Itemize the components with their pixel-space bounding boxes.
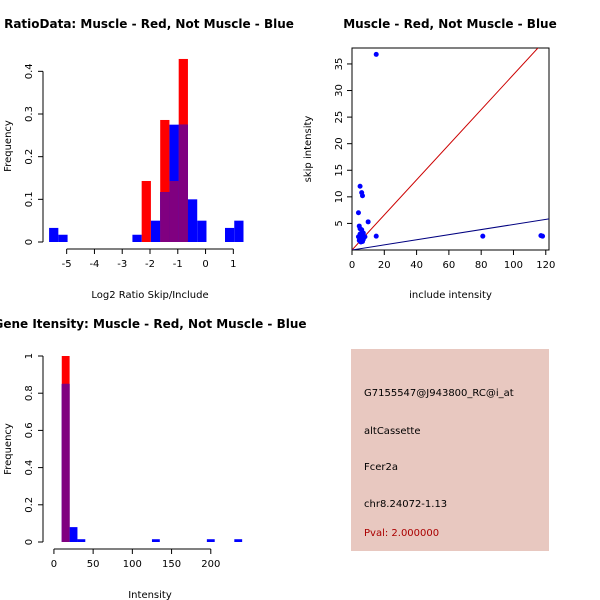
y-tick-label: 30 (334, 84, 345, 97)
ratio-histogram: 0 0.1 0.2 0.3 0.4 -5 -4 -3 -2 -1 0 1 RatioData: Musc… (3, 17, 294, 301)
scatter-point (355, 210, 361, 216)
not-muscle-bar (69, 527, 78, 542)
x-tick-label: 150 (162, 559, 181, 570)
reference-lines (352, 48, 549, 250)
not-muscle-bar (49, 227, 59, 242)
not-muscle-bar (187, 199, 198, 242)
chart-title: Gene Itensity: Muscle - Red, Not Muscle … (0, 317, 307, 331)
y-tick-label: 0 (24, 539, 35, 545)
not-muscle-bar (132, 234, 142, 242)
x-tick-label: 120 (536, 260, 555, 271)
y-tick-label: 0.4 (24, 460, 35, 476)
muscle-bar (160, 119, 170, 242)
y-tick-label: 15 (334, 164, 345, 177)
y-tick-label: 0.3 (24, 106, 35, 122)
y-tick-label: 0.2 (24, 497, 35, 513)
intensity-histogram: 0 0.2 0.4 0.6 0.8 1 0 50 100 150 200 Gene Itensity:… (0, 317, 307, 600)
not-muscle-bar (150, 220, 161, 242)
gene-name: Fcer2a (364, 462, 398, 473)
y-tick-label: 1 (24, 353, 35, 359)
overlap-bar (169, 180, 179, 242)
not-muscle-bar (234, 539, 243, 542)
overlap-bar (178, 124, 188, 242)
y-tick-label: 0.8 (24, 385, 35, 401)
overlap-bar (160, 192, 170, 242)
intensity-scatter: 0 20 40 60 80 100 120 5 10 15 20 25 30 35 Muscle - Red… (303, 17, 557, 301)
not-muscle-bar (58, 234, 68, 242)
y-tick-label: 10 (334, 190, 345, 203)
scatter-point (365, 219, 371, 225)
y-tick-label: 35 (334, 58, 345, 71)
x-tick-label: -5 (62, 259, 72, 270)
scatter-point (373, 51, 379, 57)
x-tick-label: 100 (123, 559, 142, 570)
overlap-bar (61, 383, 70, 542)
probe-id: G7155547@J943800_RC@i_at (364, 388, 514, 399)
y-tick-label: 5 (334, 220, 345, 226)
x-tick-label: -2 (145, 259, 155, 270)
scatter-point (357, 183, 363, 189)
chart-title: RatioData: Muscle - Red, Not Muscle - Bl… (4, 17, 294, 31)
not-muscle-bar (206, 539, 215, 542)
scatter-point (359, 238, 365, 244)
x-axis-label: Intensity (128, 590, 172, 600)
x-tick-label: 0 (51, 559, 57, 570)
x-tick-label: 1 (230, 259, 236, 270)
x-tick-label: 50 (87, 559, 100, 570)
plot-frame (351, 47, 550, 251)
diagonal-line (352, 48, 539, 250)
y-axis-label: skip intensity (303, 116, 314, 183)
x-axis-label: include intensity (409, 290, 492, 301)
y-tick-label: 0.2 (24, 149, 35, 165)
y-tick-label: 0.6 (24, 422, 35, 438)
x-tick-label: 200 (201, 559, 220, 570)
y-axis-label: Frequency (3, 423, 14, 475)
x-tick-label: -4 (89, 259, 99, 270)
y-tick-label: 20 (334, 137, 345, 150)
scatter-point (359, 193, 365, 199)
not-muscle-bar (77, 539, 86, 542)
x-tick-label: 0 (202, 259, 208, 270)
x-tick-label: 40 (410, 260, 423, 271)
pval-text: Pval: 2.000000 (364, 528, 439, 539)
x-tick-label: 20 (378, 260, 391, 271)
scatter-point (373, 233, 379, 239)
x-axis-label: Log2 Ratio Skip/Include (91, 290, 208, 301)
not-muscle-bar (197, 220, 207, 242)
info-panel: G7155547@J943800_RC@i_at altCassette Fce… (351, 349, 549, 551)
y-tick-label: 25 (334, 111, 345, 124)
x-tick-label: -3 (117, 259, 127, 270)
scatter-point (540, 233, 546, 239)
chart-title: Muscle - Red, Not Muscle - Blue (343, 17, 557, 31)
x-tick-label: 0 (349, 260, 355, 271)
not-muscle-bar (234, 220, 244, 242)
info-panel-background (351, 349, 549, 551)
x-tick-label: 60 (443, 260, 456, 271)
x-tick-label: 80 (475, 260, 488, 271)
fit-line (352, 218, 549, 250)
y-tick-label: 0 (24, 239, 35, 245)
x-tick-label: -1 (173, 259, 183, 270)
scatter-point (480, 233, 486, 239)
x-tick-label: 100 (504, 260, 523, 271)
genomic-location: chr8.24072-1.13 (364, 499, 447, 510)
not-muscle-bar (151, 539, 160, 542)
y-tick-label: 0.1 (24, 191, 35, 207)
y-tick-label: 0.4 (24, 63, 35, 79)
muscle-bar (141, 180, 151, 242)
not-muscle-bar (225, 227, 235, 242)
event-type: altCassette (364, 426, 421, 437)
y-axis-label: Frequency (3, 120, 14, 172)
